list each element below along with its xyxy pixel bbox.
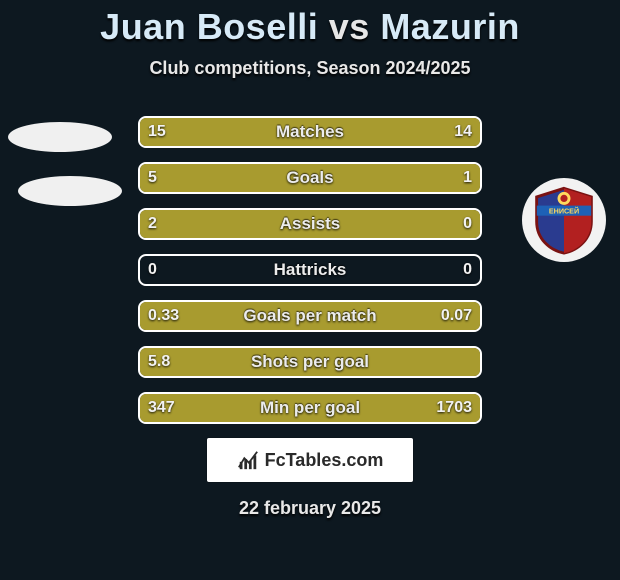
stats-rows: Matches1514 Goals51 Assists20 Hattricks00 Go… bbox=[138, 116, 482, 438]
stat-row: Matches1514 bbox=[138, 116, 482, 148]
stat-bar-bg bbox=[138, 392, 482, 424]
stat-row: Assists20 bbox=[138, 208, 482, 240]
brand-box: FcTables.com bbox=[207, 438, 413, 482]
stat-bar-left bbox=[140, 164, 423, 192]
svg-text:ЕНИСЕЙ: ЕНИСЕЙ bbox=[549, 207, 579, 216]
stat-bar-right bbox=[316, 118, 480, 146]
player1-name: Juan Boselli bbox=[100, 6, 318, 47]
stat-bar-bg bbox=[138, 116, 482, 148]
brand-text: FcTables.com bbox=[265, 450, 384, 471]
stat-bar-bg bbox=[138, 300, 482, 332]
player2-name: Mazurin bbox=[380, 6, 520, 47]
club-crest-icon: ЕНИСЕЙ bbox=[528, 184, 600, 256]
stat-bar-left bbox=[140, 210, 480, 238]
stat-bar-bg bbox=[138, 346, 482, 378]
stat-bar-right bbox=[197, 394, 480, 422]
stat-row: Hattricks00 bbox=[138, 254, 482, 286]
stat-row: Shots per goal5.8 bbox=[138, 346, 482, 378]
page-title: Juan Boselli vs Mazurin bbox=[0, 0, 620, 48]
stat-bar-left bbox=[140, 302, 421, 330]
vs-text: vs bbox=[329, 6, 370, 47]
stat-row: Goals51 bbox=[138, 162, 482, 194]
comparison-card: Juan Boselli vs Mazurin Club competition… bbox=[0, 0, 620, 580]
stat-row: Min per goal3471703 bbox=[138, 392, 482, 424]
stat-bar-left bbox=[140, 394, 197, 422]
stat-bar-right bbox=[421, 302, 481, 330]
avatar-oval bbox=[18, 176, 122, 206]
player2-club-crest: ЕНИСЕЙ bbox=[522, 178, 606, 262]
date-text: 22 february 2025 bbox=[0, 498, 620, 519]
brand-chart-icon bbox=[237, 449, 259, 471]
stat-bar-bg bbox=[138, 254, 482, 286]
stat-bar-left bbox=[140, 118, 316, 146]
subtitle: Club competitions, Season 2024/2025 bbox=[0, 58, 620, 79]
stat-bar-right bbox=[423, 164, 480, 192]
stat-row: Goals per match0.330.07 bbox=[138, 300, 482, 332]
stat-bar-bg bbox=[138, 162, 482, 194]
stat-bar-bg bbox=[138, 208, 482, 240]
avatar-oval bbox=[8, 122, 112, 152]
stat-bar-left bbox=[140, 348, 480, 376]
